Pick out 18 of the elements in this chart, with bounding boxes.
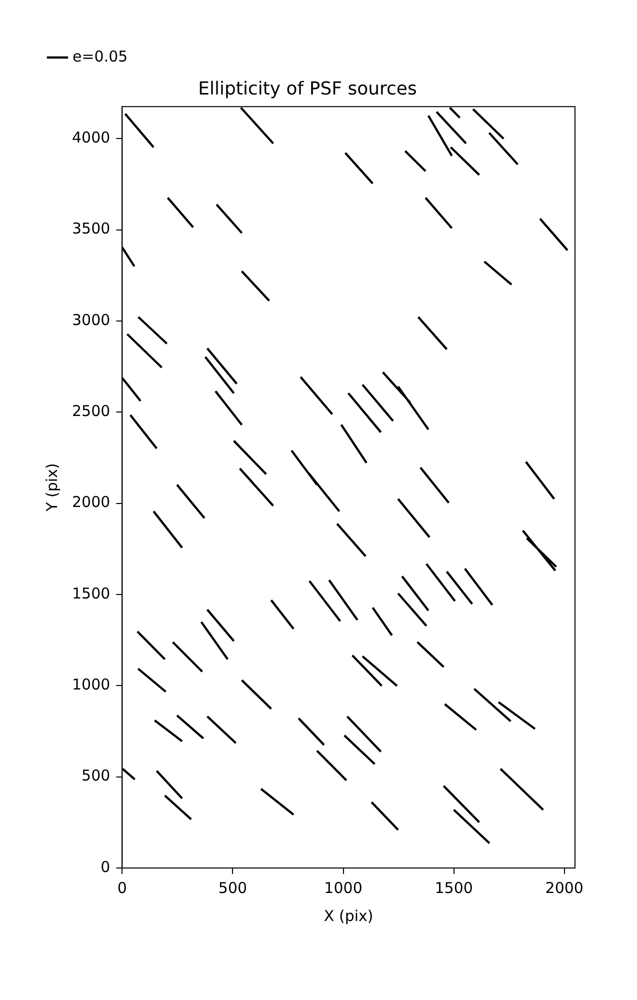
y-tick-label: 4000 — [72, 128, 110, 147]
y-tick-label: 500 — [82, 766, 110, 785]
y-tick-label: 2000 — [72, 493, 110, 512]
x-tick-label: 1000 — [324, 878, 362, 897]
y-tick-label: 3500 — [72, 220, 110, 238]
y-tick-label: 1000 — [72, 676, 110, 694]
x-tick-label: 500 — [218, 878, 248, 897]
y-tick-label: 2500 — [72, 402, 110, 420]
legend-label: e=0.05 — [72, 47, 128, 66]
x-tick-label: 2000 — [545, 878, 584, 897]
y-axis-title: Y (pix) — [42, 463, 61, 512]
x-axis-title: X (pix) — [324, 906, 374, 925]
chart-title: Ellipticity of PSF sources — [198, 78, 417, 100]
y-tick-label: 1500 — [72, 584, 110, 602]
x-tick-label: 0 — [117, 878, 127, 897]
y-tick-label: 3000 — [72, 310, 110, 329]
y-tick-label: 0 — [100, 858, 110, 876]
x-tick-label: 1500 — [434, 878, 473, 897]
